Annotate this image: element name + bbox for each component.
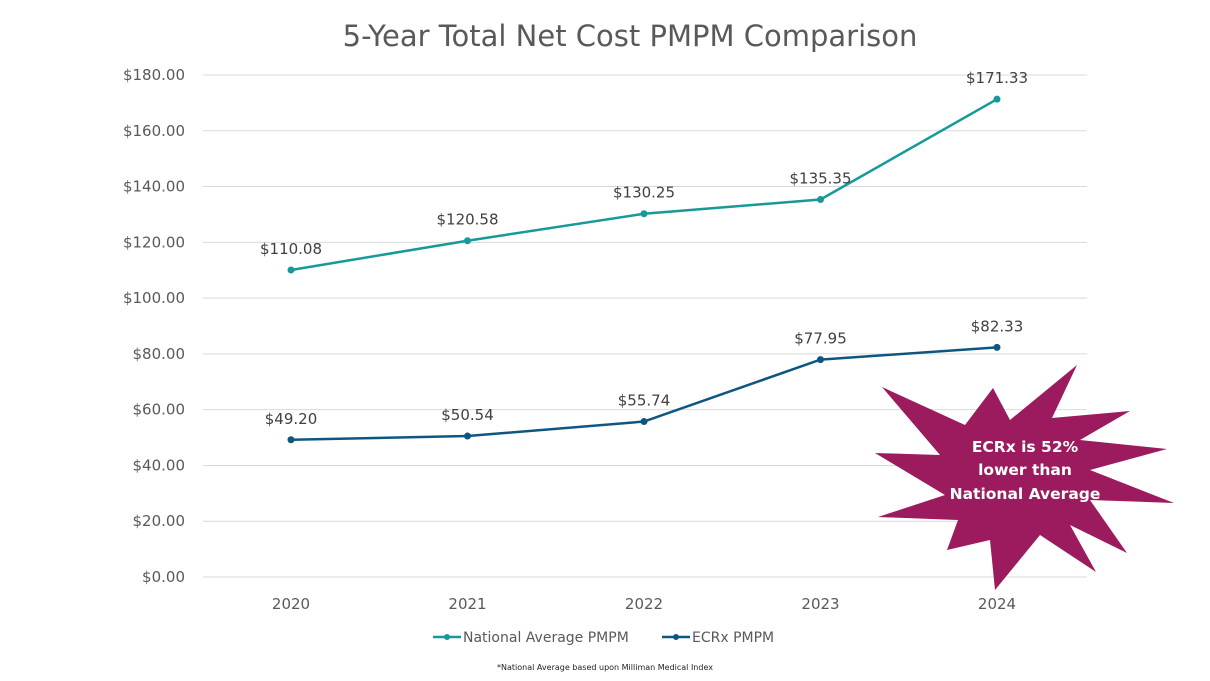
y-tick-label: $160.00: [123, 122, 185, 140]
y-tick-label: $0.00: [142, 568, 185, 586]
y-tick-label: $40.00: [133, 456, 186, 474]
y-tick-label: $120.00: [123, 233, 185, 251]
annotation-line-3: National Average: [950, 485, 1101, 503]
annotation-line-1: ECRx is 52%: [972, 438, 1079, 456]
x-tick-label: 2023: [801, 595, 839, 613]
data-label: $110.08: [260, 240, 322, 258]
data-point: [287, 436, 295, 444]
y-tick-label: $80.00: [133, 345, 186, 363]
data-point: [993, 343, 1001, 351]
x-tick-label: 2020: [272, 595, 310, 613]
data-point: [640, 210, 648, 218]
x-tick-label: 2021: [448, 595, 486, 613]
data-label: $82.33: [971, 317, 1024, 335]
y-tick-label: $100.00: [123, 289, 185, 307]
data-point: [993, 95, 1001, 103]
data-point: [464, 432, 471, 440]
data-point: [287, 266, 295, 274]
data-point: [817, 196, 824, 204]
y-tick-label: $20.00: [133, 512, 186, 530]
data-label: $50.54: [441, 406, 494, 424]
data-point: [640, 418, 648, 426]
annotation-line-2: lower than: [978, 461, 1072, 479]
annotation-starburst: ECRx is 52% lower than National Average: [875, 365, 1174, 590]
y-tick-label: $140.00: [123, 178, 185, 196]
legend-label: ECRx PMPM: [692, 630, 774, 646]
data-label: $171.33: [966, 69, 1028, 87]
chart-title: 5-Year Total Net Cost PMPM Comparison: [343, 19, 918, 53]
y-tick-label: $180.00: [123, 66, 185, 84]
data-label: $130.25: [613, 184, 675, 202]
data-point: [817, 356, 824, 364]
data-point: [464, 237, 471, 245]
x-tick-label: 2024: [978, 595, 1016, 613]
data-label: $55.74: [618, 392, 671, 410]
data-label: $135.35: [789, 170, 851, 188]
data-label: $120.58: [436, 211, 498, 229]
y-tick-label: $60.00: [133, 401, 186, 419]
legend-label: National Average PMPM: [463, 630, 629, 646]
data-label: $49.20: [265, 410, 318, 428]
x-tick-label: 2022: [625, 595, 663, 613]
footnote: *National Average based upon Milliman Me…: [497, 663, 713, 672]
data-label: $77.95: [794, 330, 847, 348]
legend-marker: [673, 634, 679, 640]
legend-marker: [444, 634, 450, 640]
starburst-shape: [875, 365, 1174, 590]
